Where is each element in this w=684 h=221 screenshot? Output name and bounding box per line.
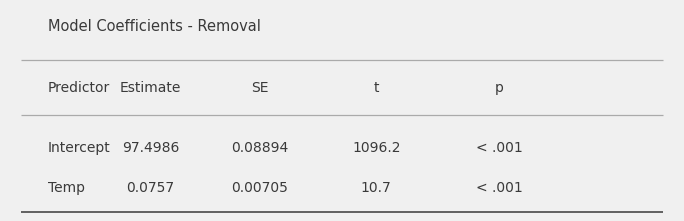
- Text: Estimate: Estimate: [120, 81, 181, 95]
- Text: < .001: < .001: [476, 181, 523, 195]
- Text: 0.08894: 0.08894: [231, 141, 289, 155]
- Text: Model Coefficients - Removal: Model Coefficients - Removal: [48, 19, 261, 34]
- Text: 0.0757: 0.0757: [127, 181, 174, 195]
- Text: t: t: [373, 81, 379, 95]
- Text: Predictor: Predictor: [48, 81, 110, 95]
- Text: p: p: [495, 81, 503, 95]
- Text: 0.00705: 0.00705: [231, 181, 289, 195]
- Text: SE: SE: [251, 81, 269, 95]
- Text: 1096.2: 1096.2: [352, 141, 400, 155]
- Text: 97.4986: 97.4986: [122, 141, 179, 155]
- Text: Intercept: Intercept: [48, 141, 111, 155]
- Text: < .001: < .001: [476, 141, 523, 155]
- Text: 10.7: 10.7: [361, 181, 391, 195]
- Text: Temp: Temp: [48, 181, 85, 195]
